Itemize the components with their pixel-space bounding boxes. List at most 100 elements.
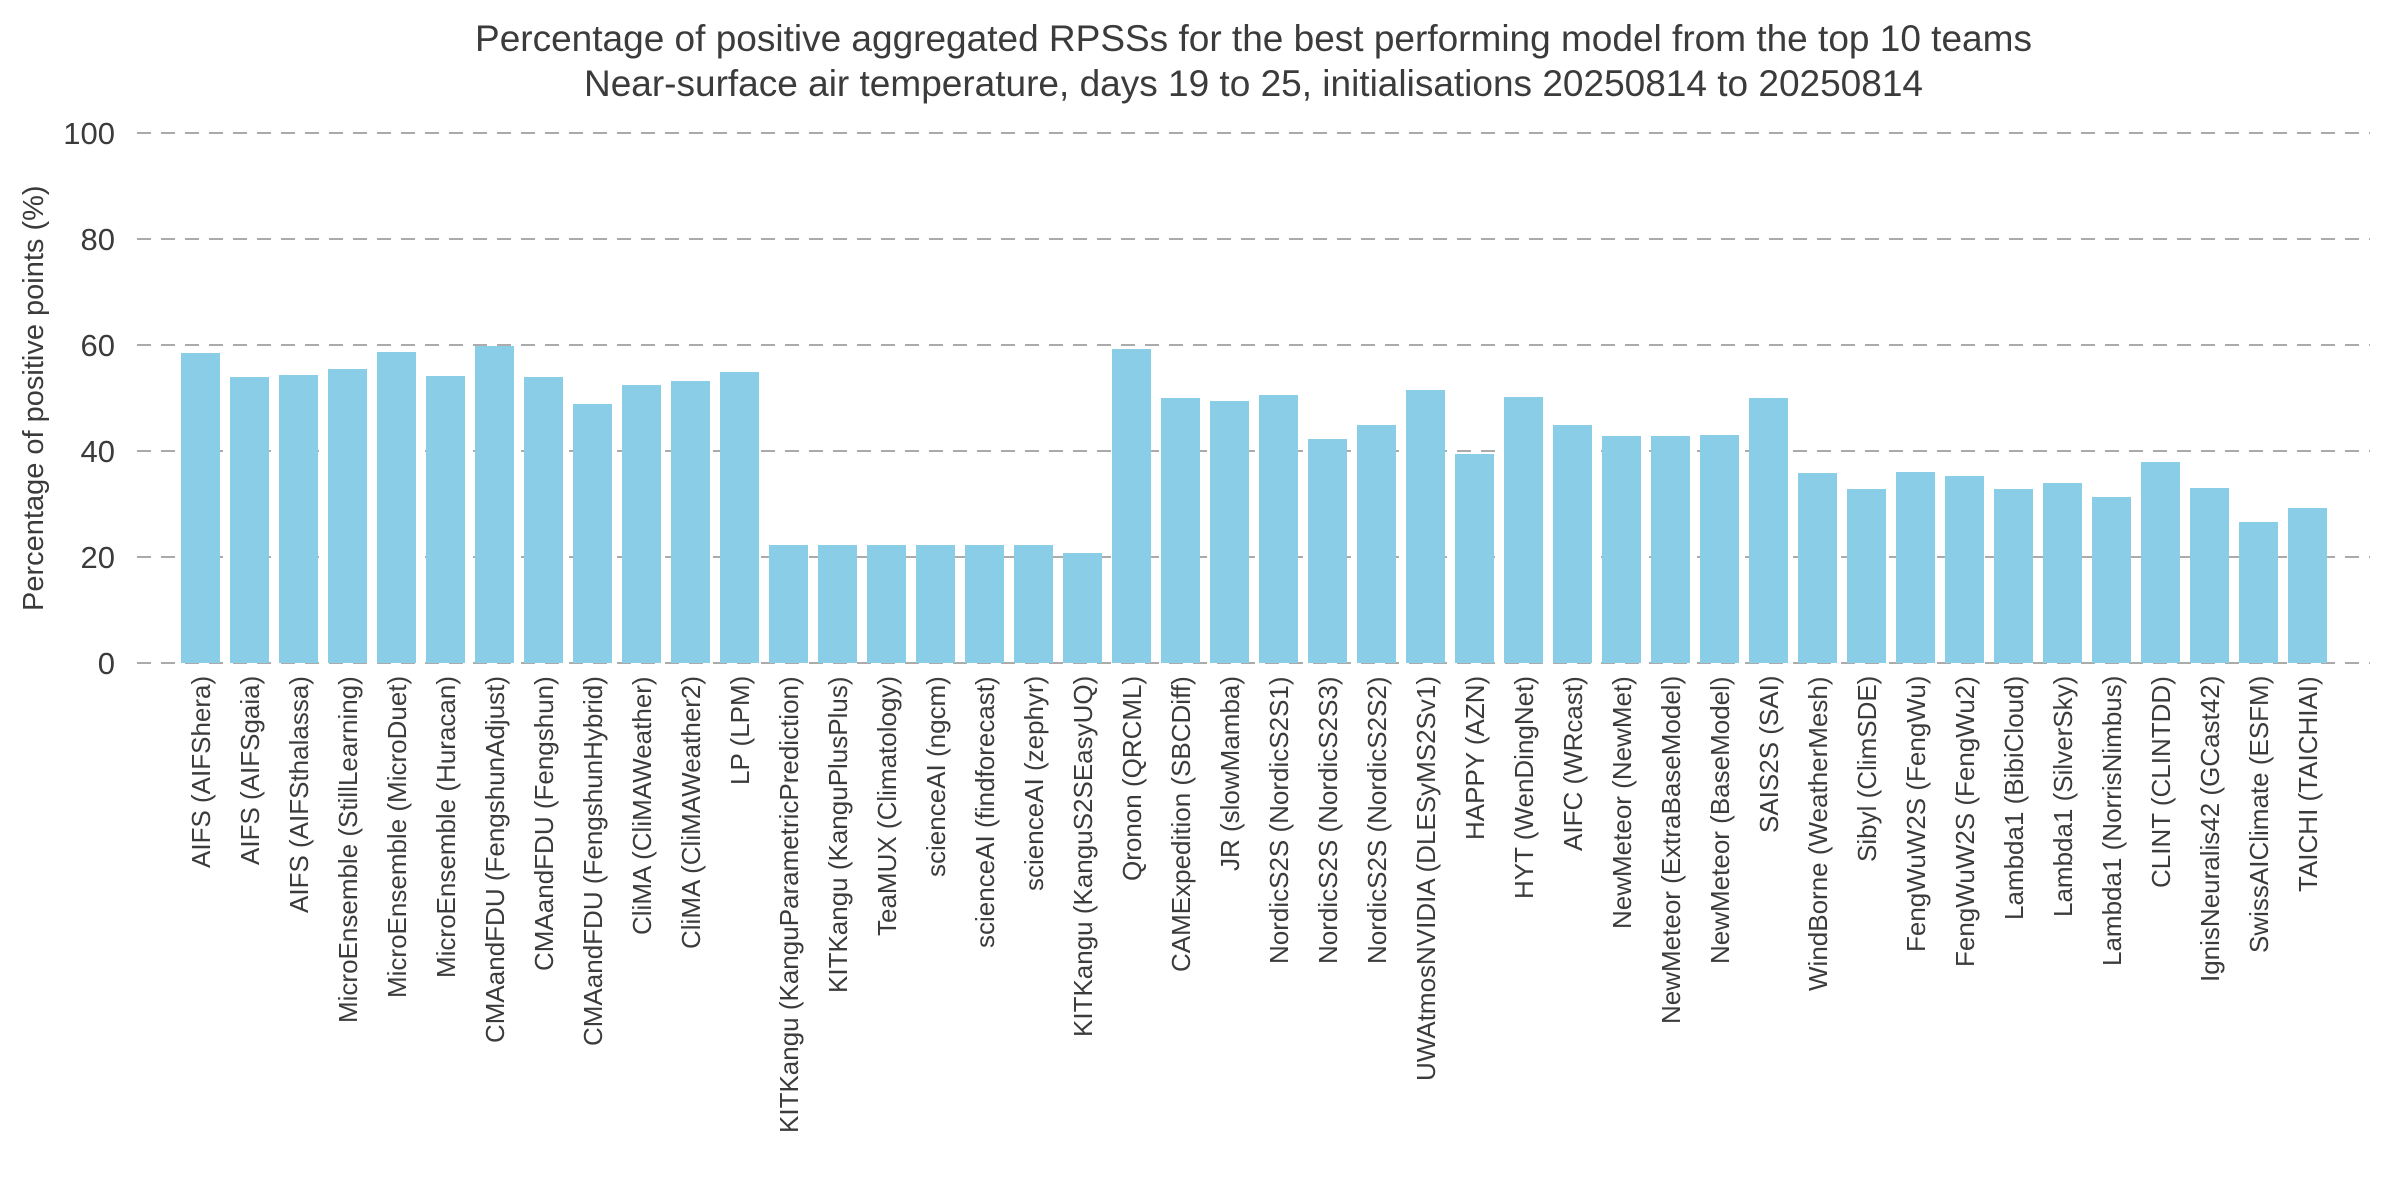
bar	[2239, 522, 2278, 663]
x-tick-label: CliMA (CliMAWeather2)	[675, 676, 706, 950]
bar	[1259, 395, 1298, 663]
gridline-y100	[137, 132, 2370, 134]
bar	[2190, 488, 2229, 663]
x-tick-label: Qronon (QRCML)	[1116, 676, 1147, 882]
x-tick-label: NewMeteor (ExtraBaseModel)	[1655, 676, 1686, 1025]
y-tick-label: 60	[80, 328, 115, 363]
y-tick-label: 100	[63, 116, 115, 151]
bar	[181, 353, 220, 663]
bar	[1357, 424, 1396, 663]
x-tick-label: scienceAI (ngcm)	[920, 676, 951, 877]
bar	[377, 352, 416, 663]
x-tick-label: NordicS2S (NordicS2S3)	[1312, 676, 1343, 964]
gridline-y80	[137, 238, 2370, 240]
x-tick-label: CLINT (CLINTDD)	[2145, 676, 2176, 888]
y-tick-label: 80	[80, 222, 115, 257]
x-tick-label: Lambda1 (SilverSky)	[2047, 676, 2078, 918]
x-tick-label: LP (LPM)	[724, 676, 755, 786]
x-tick-label: KITKangu (KanguS2SEasyUQ)	[1067, 676, 1098, 1038]
x-tick-label: NewMeteor (NewMet)	[1606, 676, 1637, 929]
bar	[426, 375, 465, 663]
bar	[328, 368, 367, 663]
x-tick-label: CAMExpedition (SBCDiff)	[1165, 676, 1196, 972]
bar	[671, 381, 710, 663]
x-tick-label: AIFS (AIFShera)	[185, 676, 216, 869]
bar	[2288, 508, 2327, 663]
bar	[1455, 453, 1494, 663]
x-tick-label: MicroEnsemble (Huracan)	[430, 676, 461, 978]
x-tick-label: SAIS2S (SAI)	[1753, 676, 1784, 834]
x-tick-label: HAPPY (AZN)	[1459, 676, 1490, 841]
x-tick-label: UWAtmosNVIDIA (DLESyMS2Sv1)	[1410, 676, 1441, 1082]
y-tick-label: 0	[97, 646, 115, 681]
bar	[1994, 489, 2033, 663]
bar	[720, 371, 759, 663]
x-tick-label: CMAandFDU (Fengshun)	[528, 676, 559, 971]
x-tick-label: NordicS2S (NordicS2S2)	[1361, 676, 1392, 964]
bar	[1700, 435, 1739, 663]
x-tick-label: AIFS (AIFSgaia)	[234, 676, 265, 866]
bar	[1210, 400, 1249, 663]
bar	[279, 375, 318, 663]
x-tick-label: NordicS2S (NordicS2S1)	[1263, 676, 1294, 964]
x-tick-label: Lambda1 (NorrisNimbus)	[2096, 676, 2127, 967]
bar	[475, 346, 514, 663]
bar	[2043, 482, 2082, 663]
x-tick-label: KITKangu (KanguPlusPlus)	[822, 676, 853, 993]
x-tick-label: NewMeteor (BaseModel)	[1704, 676, 1735, 964]
x-tick-label: JR (slowMamba)	[1214, 676, 1245, 872]
bar	[1896, 472, 1935, 663]
bar	[524, 376, 563, 663]
bar	[1014, 545, 1053, 663]
bar	[2092, 496, 2131, 663]
x-tick-label: MicroEnsemble (StillLearning)	[332, 676, 363, 1023]
bar	[1063, 552, 1102, 663]
bar	[1798, 472, 1837, 663]
x-tick-label: HYT (WenDingNet)	[1508, 676, 1539, 899]
x-tick-label: Lambda1 (BibiCloud)	[1998, 676, 2029, 921]
bar	[230, 376, 269, 663]
chart-title: Percentage of positive aggregated RPSSs …	[475, 18, 2032, 59]
x-tick-label: CMAandFDU (FengshunAdjust)	[479, 676, 510, 1044]
bar	[622, 384, 661, 663]
x-tick-label: TeaMUX (Climatology)	[871, 676, 902, 937]
x-tick-label: scienceAI (zephyr)	[1018, 676, 1049, 892]
x-tick-label: IgnisNeuralis42 (GCast42)	[2194, 676, 2225, 983]
x-tick-label: TAICHI (TAICHIAI)	[2292, 676, 2323, 892]
chart-subtitle: Near-surface air temperature, days 19 to…	[583, 63, 1923, 104]
x-tick-label: AIFS (AIFSthalassa)	[283, 676, 314, 913]
x-tick-label: scienceAI (findforecast)	[969, 676, 1000, 948]
bar	[2141, 461, 2180, 663]
bar	[1602, 436, 1641, 663]
y-tick-label: 40	[80, 434, 115, 469]
bar	[1504, 396, 1543, 663]
bar	[769, 545, 808, 663]
x-tick-label: SwissAIClimate (ESFM)	[2243, 676, 2274, 954]
x-tick-label: FengWuW2S (FengWu2)	[1949, 676, 1980, 967]
bar	[1161, 398, 1200, 663]
y-tick-label: 20	[80, 540, 115, 575]
bar	[1945, 475, 1984, 663]
x-tick-label: FengWuW2S (FengWu)	[1900, 676, 1931, 953]
chart-title-block: Percentage of positive aggregated RPSSs …	[137, 16, 2370, 106]
bar	[867, 545, 906, 663]
bar	[1406, 389, 1445, 663]
x-tick-label: KITKangu (KanguParametricPrediction)	[773, 676, 804, 1133]
bar	[1308, 439, 1347, 663]
bar	[1112, 349, 1151, 663]
bar	[818, 545, 857, 663]
x-tick-label: AIFC (WRcast)	[1557, 676, 1588, 851]
x-tick-label: Sibyl (ClimSDE)	[1851, 676, 1882, 863]
gridline-y20	[137, 556, 2370, 558]
bar	[1749, 398, 1788, 663]
x-tick-label: WindBorne (WeatherMesh)	[1802, 676, 1833, 991]
bar	[1847, 489, 1886, 663]
bar	[1553, 425, 1592, 663]
bar	[916, 545, 955, 663]
x-tick-label: CliMA (CliMAWeather)	[626, 676, 657, 935]
x-tick-label: MicroEnsemble (MicroDuet)	[381, 676, 412, 999]
gridline-y40	[137, 450, 2370, 452]
x-tick-label: CMAandFDU (FengshunHybrid)	[577, 676, 608, 1046]
